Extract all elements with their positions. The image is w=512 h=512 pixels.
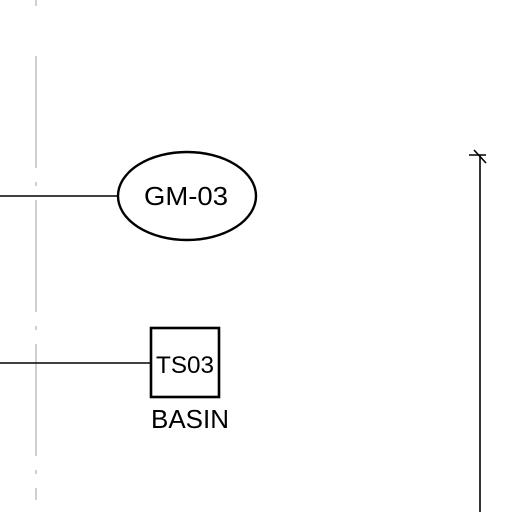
box-tag (149, 326, 221, 399)
box-tag-caption: BASIN (151, 404, 229, 434)
right-slash-tick (473, 149, 487, 164)
ellipse-tag (116, 150, 258, 242)
ellipse-tag-label: GM-03 (144, 181, 228, 211)
box-tag-label: TS03 (156, 352, 214, 379)
